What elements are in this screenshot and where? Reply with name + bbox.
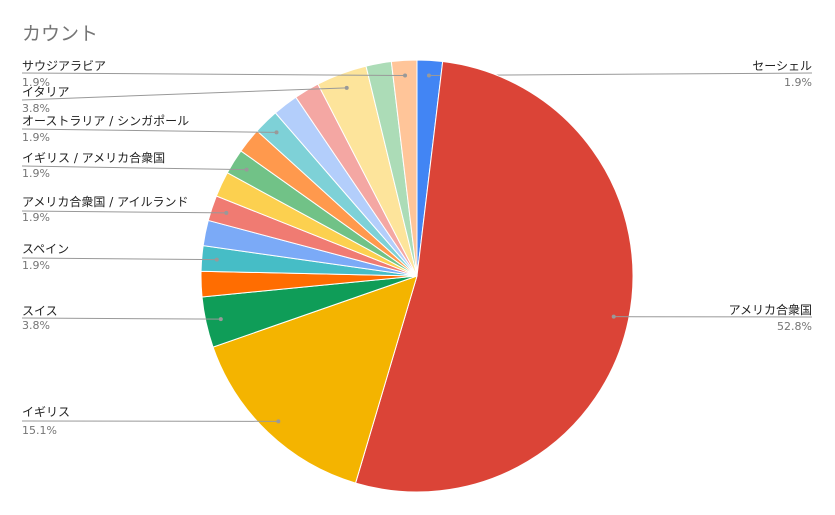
- chart-title: カウント: [22, 23, 98, 45]
- leader-line: [21, 72, 406, 76]
- slice-label: イギリス: [22, 405, 70, 419]
- leader-line: [21, 317, 221, 320]
- leader-dot: [244, 167, 249, 172]
- leader-line: [21, 257, 217, 261]
- slice-label: イタリア: [22, 85, 70, 99]
- slice-value: 1.9%: [22, 131, 50, 144]
- slice-label: オーストラリア / シンガポール: [22, 114, 189, 128]
- slice-label: サウジアラビア: [22, 59, 106, 73]
- slice-value: 1.9%: [22, 76, 50, 89]
- leader-dot: [403, 73, 408, 78]
- slice-label: アメリカ合衆国 / アイルランド: [22, 194, 188, 209]
- leader-dot: [218, 317, 223, 322]
- leader-dot: [344, 85, 349, 90]
- pie-slice: [390, 59, 418, 277]
- leader-dot: [214, 257, 219, 262]
- pie-slice: [212, 275, 418, 484]
- slice-label: セーシェル: [752, 59, 812, 73]
- slice-label: イギリス / アメリカ合衆国: [22, 150, 165, 165]
- leader-line: [21, 128, 277, 133]
- slice-label: スペイン: [22, 242, 69, 256]
- leader-dot: [274, 130, 279, 135]
- leader-line: [21, 210, 227, 214]
- pie-slice: [354, 60, 634, 493]
- slice-label: アメリカ合衆国: [729, 302, 812, 317]
- slice-value: 1.9%: [784, 76, 812, 89]
- leader-line: [21, 165, 247, 171]
- slice-value: 52.8%: [777, 320, 812, 333]
- slice-value: 3.8%: [22, 319, 50, 332]
- leader-dot: [611, 314, 616, 319]
- slice-value: 1.9%: [22, 167, 50, 180]
- leader-dot: [426, 73, 431, 78]
- slice-value: 1.9%: [22, 211, 50, 224]
- leader-line: [21, 87, 347, 101]
- slice-label: スイス: [22, 304, 58, 318]
- slice-value: 3.8%: [22, 102, 50, 115]
- leader-dot: [224, 210, 229, 215]
- slice-value: 1.9%: [22, 259, 50, 272]
- leader-dot: [276, 419, 281, 424]
- slice-value: 15.1%: [22, 424, 57, 437]
